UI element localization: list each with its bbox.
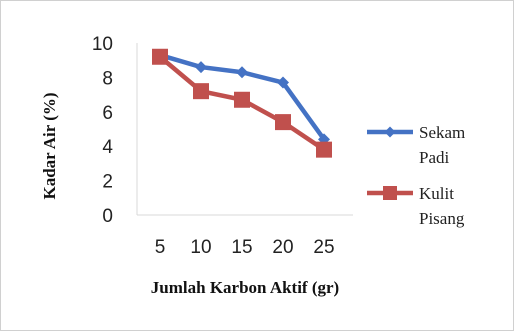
legend-label: Sekam	[419, 123, 465, 142]
data-point-marker	[316, 141, 332, 158]
x-tick-label: 10	[190, 237, 211, 258]
x-tick-label: 5	[155, 237, 166, 258]
legend-item: Sekam Padi	[367, 123, 465, 167]
axes-layer	[136, 43, 353, 216]
legend-item: Kulit Pisang	[367, 184, 465, 228]
x-tick-labels: 5 10 15 20 25	[155, 237, 335, 258]
legend-label: Pisang	[419, 209, 465, 228]
data-point-marker	[277, 76, 289, 89]
series-layer	[152, 48, 332, 158]
y-tick-label: 4	[102, 137, 113, 158]
data-point-marker	[152, 48, 168, 65]
data-point-marker	[193, 83, 209, 100]
y-tick-label: 10	[92, 34, 113, 55]
data-point-marker	[275, 114, 291, 131]
x-tick-label: 25	[313, 237, 334, 258]
data-point-marker	[383, 186, 397, 200]
x-tick-label: 15	[231, 237, 252, 258]
legend-label: Kulit	[419, 184, 454, 203]
y-tick-label: 8	[102, 68, 113, 89]
data-point-marker	[195, 61, 207, 74]
y-tick-label: 6	[102, 103, 113, 124]
y-tick-label: 2	[102, 172, 113, 193]
series	[152, 48, 332, 158]
legend-label: Padi	[419, 148, 450, 167]
y-axis-title: Kadar Air (%)	[40, 92, 59, 199]
y-tick-labels: 0 2 4 6 8 10	[92, 34, 114, 227]
data-point-marker	[234, 91, 250, 108]
x-tick-label: 20	[272, 237, 293, 258]
legend: Sekam Padi Kulit Pisang	[367, 123, 465, 228]
data-point-marker	[236, 66, 248, 79]
y-tick-label: 0	[102, 206, 113, 227]
x-axis-title: Jumlah Karbon Aktif (gr)	[151, 278, 339, 297]
data-point-marker	[384, 126, 396, 138]
